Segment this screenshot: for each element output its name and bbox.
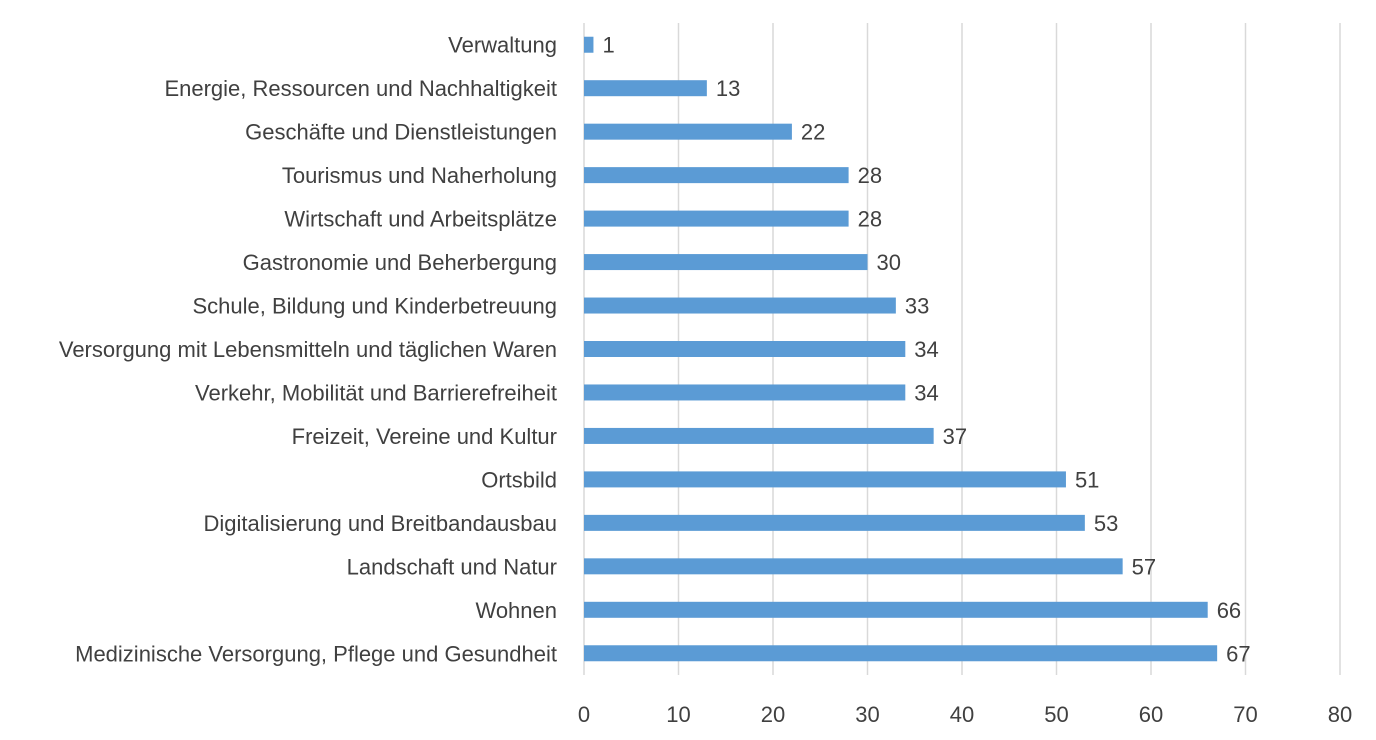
data-label: 34 (914, 380, 938, 405)
bars (584, 36, 1218, 662)
bar (584, 427, 934, 444)
bar (584, 210, 849, 227)
data-label: 53 (1094, 511, 1118, 536)
x-tick-label: 50 (1044, 702, 1068, 727)
bar (584, 514, 1085, 531)
category-label: Gastronomie und Beherbergung (243, 250, 557, 275)
category-label: Versorgung mit Lebensmitteln und täglich… (59, 337, 557, 362)
category-label: Wohnen (475, 598, 557, 623)
category-label: Freizeit, Vereine und Kultur (292, 424, 557, 449)
bar (584, 384, 906, 401)
category-label: Wirtschaft und Arbeitsplätze (284, 207, 557, 232)
data-label: 37 (943, 424, 967, 449)
category-label: Digitalisierung und Breitbandausbau (204, 511, 557, 536)
bar (584, 471, 1066, 488)
category-label: Verwaltung (448, 33, 557, 58)
data-label: 1 (602, 33, 614, 58)
x-tick-label: 60 (1139, 702, 1163, 727)
data-label: 33 (905, 294, 929, 319)
bar (584, 36, 594, 53)
bar (584, 254, 868, 271)
category-label: Geschäfte und Dienstleistungen (245, 120, 557, 145)
data-label: 34 (914, 337, 938, 362)
data-label: 51 (1075, 467, 1099, 492)
x-tick-label: 70 (1233, 702, 1257, 727)
bar (584, 80, 707, 97)
x-tick-label: 30 (855, 702, 879, 727)
data-label: 22 (801, 120, 825, 145)
data-label: 66 (1217, 598, 1241, 623)
category-label: Medizinische Versorgung, Pflege und Gesu… (75, 641, 557, 666)
data-label: 28 (858, 163, 882, 188)
data-label: 28 (858, 207, 882, 232)
data-label: 13 (716, 76, 740, 101)
bar (584, 645, 1218, 662)
category-labels: Verwaltung Energie, Ressourcen und Nachha… (59, 33, 557, 667)
category-label: Schule, Bildung und Kinderbetreuung (193, 294, 558, 319)
data-label: 67 (1226, 641, 1250, 666)
bar (584, 601, 1208, 618)
bar (584, 167, 849, 184)
data-label: 57 (1132, 554, 1156, 579)
data-label: 30 (877, 250, 901, 275)
category-label: Landschaft und Natur (347, 554, 557, 579)
category-label: Tourismus und Naherholung (282, 163, 557, 188)
x-tick-label: 40 (950, 702, 974, 727)
category-label: Verkehr, Mobilität und Barrierefreiheit (195, 380, 557, 405)
category-label: Ortsbild (481, 467, 557, 492)
category-label: Energie, Ressourcen und Nachhaltigkeit (164, 76, 557, 101)
x-tick-label: 80 (1328, 702, 1352, 727)
x-tick-label: 10 (666, 702, 690, 727)
x-axis-ticks: 0 10 20 30 40 50 60 70 80 (578, 702, 1352, 727)
bar (584, 341, 906, 357)
bar (584, 123, 792, 140)
bar (584, 297, 896, 314)
x-tick-label: 0 (578, 702, 590, 727)
bar (584, 558, 1123, 575)
x-tick-label: 20 (761, 702, 785, 727)
